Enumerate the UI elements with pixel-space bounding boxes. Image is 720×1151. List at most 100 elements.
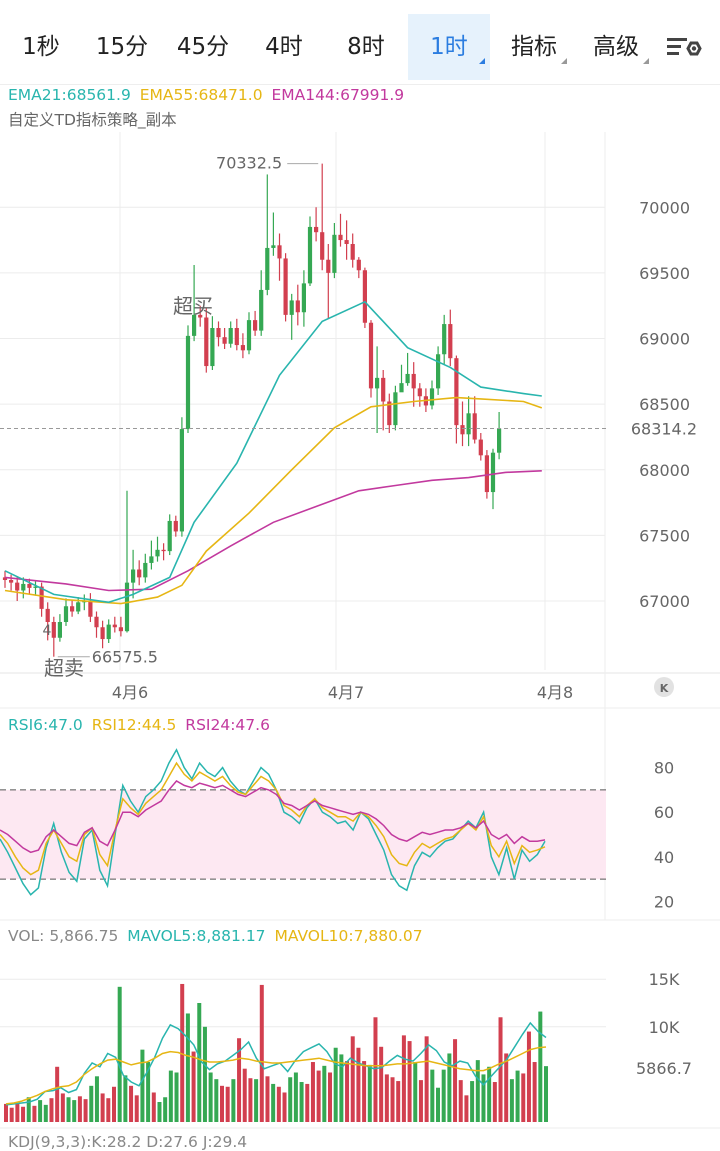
dropdown-triangle-icon — [479, 58, 485, 64]
volume-bar — [367, 1064, 372, 1122]
candle-up — [259, 289, 264, 331]
volume-bar — [38, 1100, 43, 1122]
candle-up — [405, 373, 410, 384]
candle-down — [253, 320, 258, 331]
candle-down — [283, 258, 288, 315]
volume-bar — [265, 1076, 270, 1122]
volume-bar — [299, 1082, 304, 1122]
candle-up — [167, 520, 172, 552]
volume-last-label: 5866.7 — [636, 1059, 692, 1078]
candle-down — [161, 549, 166, 552]
volume-bar — [94, 1076, 99, 1122]
candle-down — [295, 300, 300, 313]
candle-down — [70, 606, 75, 612]
mavol5-legend: MAVOL5:8,881.17 — [127, 927, 266, 945]
volume-bar — [413, 1062, 418, 1122]
price-tick-label: 67500 — [639, 526, 690, 545]
candle-down — [234, 328, 239, 346]
candle-down — [204, 317, 209, 367]
volume-bar — [407, 1041, 412, 1122]
candle-up — [442, 324, 447, 355]
date-tick-label: 4月6 — [112, 683, 148, 702]
volume-bar — [384, 1074, 389, 1122]
mavol5-line — [5, 1021, 547, 1106]
volume-bar — [532, 1062, 537, 1122]
tab-4h[interactable]: 4时 — [246, 14, 322, 80]
collapse-k-icon[interactable] — [654, 677, 674, 697]
candle-up — [399, 383, 404, 393]
candle-down — [484, 455, 489, 493]
candle-up — [179, 429, 184, 532]
volume-bar — [66, 1097, 71, 1122]
volume-bar — [174, 1072, 179, 1122]
volume-bar — [185, 1013, 190, 1122]
candle-up — [246, 320, 252, 351]
volume-bar — [129, 1085, 134, 1122]
candle-up — [301, 283, 306, 313]
volume-bar — [157, 1102, 162, 1122]
volume-bar — [21, 1106, 26, 1122]
tab-15m[interactable]: 15分 — [84, 14, 160, 80]
ema144-line — [4, 470, 542, 592]
candle-down — [417, 388, 422, 397]
tab-advanced[interactable]: 高级 — [578, 14, 654, 80]
volume-bar — [146, 1062, 151, 1122]
chart-settings-button[interactable] — [664, 34, 704, 64]
volume-bar — [328, 1072, 332, 1122]
candle-up — [497, 428, 502, 453]
candle-up — [307, 226, 313, 284]
tab-label: 4时 — [265, 34, 303, 60]
candle-up — [289, 300, 294, 315]
price-tick-label: 68500 — [639, 395, 690, 414]
candle-up — [21, 583, 26, 591]
tab-8h[interactable]: 8时 — [328, 14, 404, 80]
volume-bar — [208, 1072, 213, 1122]
volume-bar — [464, 1095, 469, 1122]
candle-down — [277, 245, 282, 259]
volume-bar — [77, 1096, 82, 1122]
ema21-line — [4, 300, 542, 604]
price-tick-label: 69000 — [639, 330, 690, 349]
volume-bar — [373, 1017, 378, 1122]
dropdown-triangle-icon — [561, 58, 567, 64]
tab-45m[interactable]: 45分 — [164, 14, 242, 80]
candle-down — [39, 586, 44, 609]
rsi12-legend: RSI12:44.5 — [91, 716, 177, 734]
ema55-line — [4, 396, 543, 605]
tab-label: 高级 — [593, 34, 639, 60]
volume-bar — [470, 1081, 475, 1122]
candle-down — [338, 234, 343, 241]
volume-bar — [396, 1081, 401, 1122]
volume-bar — [225, 1086, 230, 1122]
candle-down — [45, 608, 50, 622]
rsi-tick-label: 60 — [654, 803, 674, 822]
tab-label: 8时 — [347, 34, 385, 60]
candle-up — [466, 413, 471, 435]
candle-up — [271, 245, 276, 248]
volume-bar — [333, 1047, 338, 1122]
chart-settings-icon — [667, 38, 702, 56]
tab-label: 1秒 — [22, 34, 60, 60]
interval-tab-bar: 1秒 15分 45分 4时 8时 1时 指标 高级 — [0, 0, 720, 85]
volume-bar — [26, 1097, 31, 1122]
volume-bar — [430, 1069, 435, 1122]
candle-down — [411, 373, 416, 389]
candle-up — [436, 354, 441, 389]
tab-1h[interactable]: 1时 — [408, 14, 490, 80]
tab-1s[interactable]: 1秒 — [4, 14, 78, 80]
volume-bar — [242, 1068, 247, 1122]
candle-up — [106, 624, 111, 640]
rsi-tick-label: 80 — [654, 759, 674, 778]
volume-bar — [134, 1095, 139, 1122]
rsi6-legend: RSI6:47.0 — [8, 716, 83, 734]
candle-down — [222, 337, 227, 344]
volume-bar — [163, 1097, 168, 1122]
volume-bar — [83, 1099, 88, 1122]
rsi24-legend: RSI24:47.6 — [185, 716, 270, 734]
candle-up — [143, 562, 148, 578]
volume-bar — [43, 1104, 48, 1122]
tab-label: 1时 — [430, 34, 468, 60]
volume-bar — [418, 1080, 423, 1122]
tab-indicators[interactable]: 指标 — [496, 14, 572, 80]
